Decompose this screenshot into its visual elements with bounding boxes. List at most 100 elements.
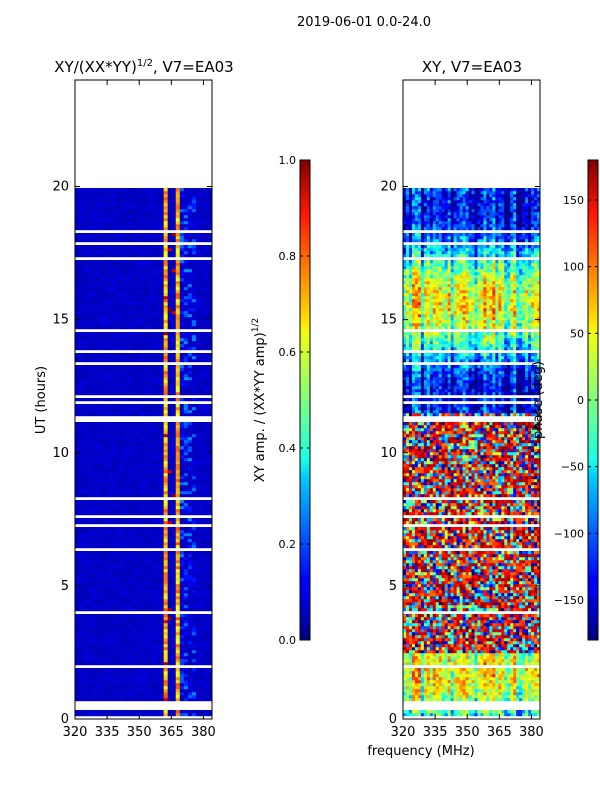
heatmap-cell: [199, 335, 205, 339]
heatmap-cell: [147, 506, 152, 510]
heatmap-cell: [111, 299, 116, 303]
heatmap-cell: [183, 293, 189, 297]
heatmap-cell: [123, 686, 128, 690]
heatmap-cell: [207, 473, 213, 477]
heatmap-cell: [99, 554, 104, 558]
heatmap-cell: [167, 551, 173, 555]
heatmap-cell: [107, 689, 112, 693]
heatmap-cell: [167, 626, 173, 630]
heatmap-cell: [115, 689, 120, 693]
heatmap-cell: [99, 491, 104, 495]
heatmap-cell: [115, 638, 120, 642]
heatmap-cell: [127, 530, 132, 534]
heatmap-cell: [199, 470, 205, 474]
heatmap-cell: [187, 527, 193, 531]
heatmap-cell: [139, 590, 144, 594]
heatmap-cell: [147, 530, 152, 534]
heatmap-cell: [123, 404, 128, 408]
heatmap-cell: [87, 443, 92, 447]
heatmap-cell: [151, 686, 156, 690]
heatmap-cell: [187, 638, 193, 642]
heatmap-cell: [191, 554, 197, 558]
heatmap-cell: [107, 653, 112, 657]
heatmap-cell: [163, 473, 169, 477]
heatmap-cell: [115, 275, 120, 279]
heatmap-cell: [167, 371, 173, 375]
heatmap-cell: [159, 476, 165, 480]
heatmap-cell: [195, 377, 201, 381]
heatmap-cell: [119, 380, 124, 384]
heatmap-cell: [151, 461, 156, 465]
heatmap-cell: [183, 485, 189, 489]
heatmap-cell: [131, 425, 136, 429]
heatmap-cell: [115, 269, 120, 273]
heatmap-cell: [87, 425, 92, 429]
heatmap-cell: [127, 446, 132, 450]
heatmap-cell: [171, 299, 177, 303]
heatmap-cell: [95, 650, 100, 654]
heatmap-cell: [199, 623, 205, 627]
heatmap-cell: [127, 527, 132, 531]
heatmap-cell: [111, 218, 116, 222]
heatmap-cell: [179, 218, 185, 222]
heatmap-cell: [83, 302, 88, 306]
heatmap-cell: [199, 602, 205, 606]
heatmap-cell: [183, 491, 189, 495]
heatmap-cell: [171, 335, 177, 339]
heatmap-cell: [167, 560, 173, 564]
heatmap-cell: [99, 527, 104, 531]
heatmap-cell: [155, 293, 161, 297]
heatmap-cell: [155, 461, 161, 465]
heatmap-cell: [75, 383, 80, 387]
heatmap-cell: [191, 710, 197, 714]
heatmap-cell: [171, 422, 177, 426]
heatmap-cell: [167, 464, 173, 468]
heatmap-cell: [183, 455, 189, 459]
heatmap-cell: [171, 224, 177, 228]
heatmap-cell: [171, 530, 177, 534]
heatmap-cell: [179, 572, 185, 576]
heatmap-cell: [99, 689, 104, 693]
heatmap-cell: [103, 551, 108, 555]
heatmap-cell: [175, 521, 181, 525]
heatmap-cell: [99, 680, 104, 684]
heatmap-cell: [103, 278, 108, 282]
heatmap-cell: [107, 677, 112, 681]
heatmap-cell: [199, 590, 205, 594]
heatmap-cell: [159, 332, 165, 336]
heatmap-cell: [151, 434, 156, 438]
heatmap-cell: [175, 272, 181, 276]
heatmap-cell: [163, 605, 169, 609]
heatmap-cell: [167, 674, 173, 678]
heatmap-cell: [79, 629, 84, 633]
heatmap-cell: [135, 251, 140, 255]
heatmap-cell: [131, 623, 136, 627]
heatmap-cell: [203, 431, 209, 435]
heatmap-cell: [175, 413, 181, 417]
heatmap-cell: [159, 455, 165, 459]
heatmap-cell: [147, 680, 152, 684]
heatmap-cell: [127, 518, 132, 522]
heatmap-cell: [91, 446, 96, 450]
heatmap-cell: [195, 656, 201, 660]
heatmap-cell: [207, 608, 213, 612]
heatmap-cell: [191, 311, 197, 315]
heatmap-cell: [163, 545, 169, 549]
heatmap-cell: [91, 323, 96, 327]
heatmap-cell: [179, 689, 185, 693]
heatmap-cell: [203, 290, 209, 294]
heatmap-cell: [171, 344, 177, 348]
heatmap-cell: [171, 467, 177, 471]
heatmap-cell: [131, 248, 136, 252]
heatmap-cell: [151, 413, 156, 417]
heatmap-cell: [103, 347, 108, 351]
heatmap-cell: [91, 344, 96, 348]
heatmap-cell: [79, 596, 84, 600]
heatmap-cell: [171, 602, 177, 606]
heatmap-cell: [131, 647, 136, 651]
heatmap-cell: [139, 602, 144, 606]
heatmap-cell: [191, 434, 197, 438]
heatmap-cell: [107, 596, 112, 600]
heatmap-cell: [167, 422, 173, 426]
heatmap-cell: [183, 335, 189, 339]
